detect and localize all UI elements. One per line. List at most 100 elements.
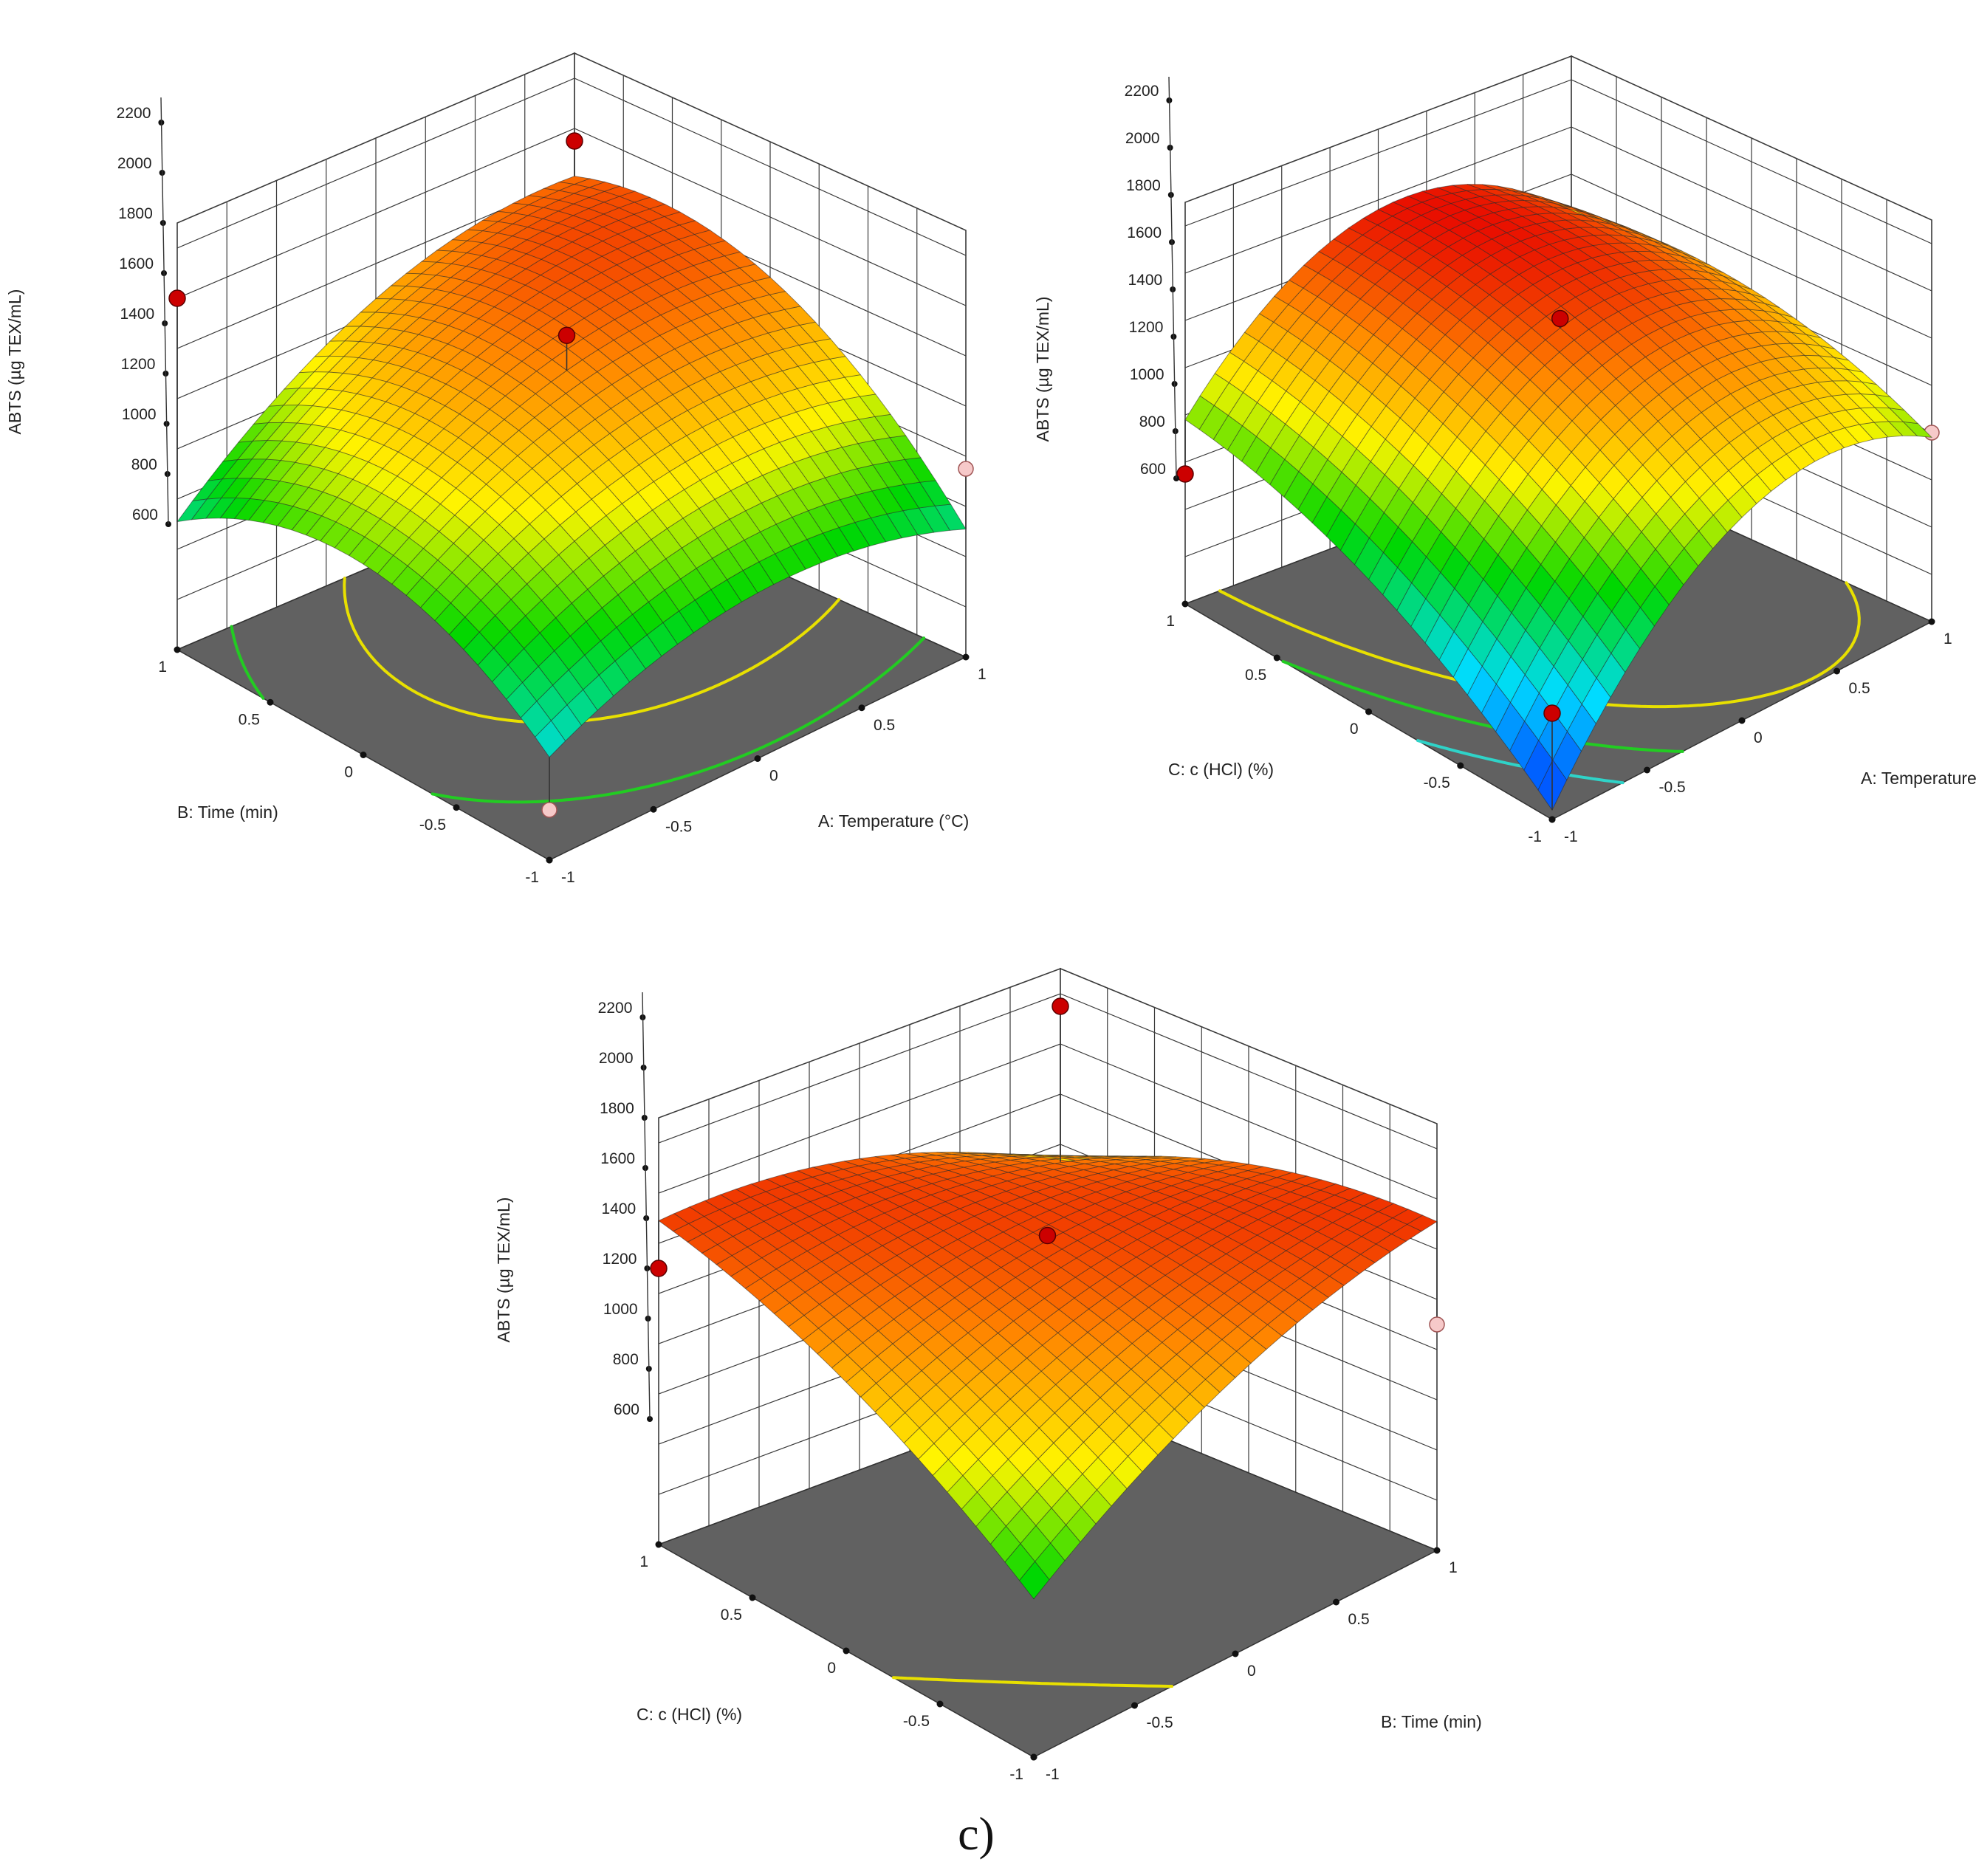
z-tick-label: 1000 (1130, 366, 1164, 383)
x-tick (1333, 1598, 1339, 1606)
y-axis-title: C: c (HCl) (%) (637, 1705, 742, 1724)
z-tick-label: 600 (1140, 461, 1166, 478)
design-point (541, 802, 558, 818)
x-tick-label: -0.5 (1659, 779, 1686, 796)
design-point (1052, 997, 1069, 1015)
wall-gridline (1184, 79, 1932, 244)
axes: 600 800 1000 1200 1400 1600 1800 2000 2200 -1 -0.5… (5, 97, 987, 886)
surface-plot-temperature-time: 600 800 1000 1200 1400 1600 1800 2000 2200 -1 -0.5… (5, 52, 987, 886)
design-point (1176, 465, 1194, 483)
wall-gridline (176, 78, 967, 256)
x-tick-label: 0 (1247, 1663, 1256, 1680)
design-point (1551, 309, 1569, 328)
z-tick-label: 1000 (603, 1301, 638, 1318)
y-tick (453, 804, 460, 811)
design-points-above (1176, 309, 1569, 811)
design-points-above (168, 132, 583, 522)
y-tick-label: -1 (1009, 1766, 1023, 1783)
z-tick-label: 800 (613, 1351, 639, 1368)
design-point (168, 289, 186, 307)
z-tick-label: 1800 (118, 205, 153, 222)
y-tick (749, 1594, 756, 1601)
wall-gridline (176, 128, 967, 306)
z-tick-label: 800 (1139, 413, 1165, 430)
x-tick-label: 1 (978, 666, 987, 683)
y-axis-title: B: Time (min) (177, 803, 278, 822)
design-points-below (541, 461, 974, 818)
response-surface (658, 1151, 1438, 1600)
y-tick-label: 1 (1166, 613, 1175, 630)
z-tick-label: 1400 (601, 1200, 636, 1217)
design-point (558, 326, 576, 344)
y-tick (1181, 600, 1189, 608)
z-tick-label: 1600 (1127, 224, 1162, 241)
z-axis-line (1168, 76, 1177, 479)
z-tick-label: 1000 (122, 406, 157, 423)
x-tick (1928, 618, 1935, 625)
z-tick-label: 2200 (598, 1000, 633, 1017)
z-axis-line (160, 97, 169, 525)
z-tick-label: 1200 (603, 1251, 637, 1268)
z-tick-label: 1600 (119, 255, 154, 272)
z-tick-label: 1200 (121, 356, 156, 373)
design-point (566, 132, 583, 150)
z-tick-label: 1200 (1129, 319, 1164, 336)
y-tick (174, 646, 181, 653)
x-tick-label: 1 (1944, 631, 1952, 647)
y-tick-label: 0 (1350, 721, 1359, 738)
x-tick (1232, 1650, 1239, 1657)
y-tick-label: 0 (827, 1660, 836, 1677)
y-tick (1030, 1753, 1037, 1761)
y-tick-label: 1 (158, 659, 167, 676)
y-tick-label: 0.5 (1245, 667, 1266, 684)
x-axis-title: A: Temperature (°C) (818, 811, 969, 831)
x-tick (1644, 766, 1650, 774)
y-tick-label: -0.5 (419, 817, 446, 834)
z-tick-label: 2000 (117, 155, 152, 172)
y-tick-label: 0 (344, 764, 353, 781)
x-tick-label: 0.5 (874, 717, 895, 734)
z-tick-label: 2200 (117, 105, 151, 122)
y-tick (1365, 708, 1372, 715)
z-tick-label: 1600 (600, 1150, 635, 1167)
surface-cell (176, 498, 208, 523)
z-tick-label: 800 (131, 456, 157, 473)
y-tick (1273, 654, 1280, 662)
z-axis-title: ABTS (µg TEX/mL) (1033, 297, 1052, 442)
z-tick-label: 600 (614, 1401, 639, 1418)
axes: 600 800 1000 1200 1400 1600 1800 2000 2200 -1 -0.5… (494, 992, 1482, 1783)
x-axis-title: A: Temperature (°C) (1861, 769, 1976, 788)
x-tick (962, 653, 970, 661)
z-tick-label: 1400 (120, 306, 154, 323)
x-tick (650, 805, 657, 813)
surface-cell (1184, 395, 1215, 430)
z-tick-label: 1400 (1128, 272, 1162, 289)
x-tick-label: -1 (561, 869, 575, 886)
x-tick (1738, 717, 1746, 724)
z-tick-label: 2000 (1125, 130, 1160, 147)
y-tick (843, 1647, 850, 1655)
y-tick (360, 752, 367, 758)
design-point (1429, 1316, 1445, 1333)
y-tick (546, 856, 553, 864)
wall-gridline (658, 993, 1438, 1150)
x-tick-label: 0 (769, 768, 778, 785)
axes: 600 800 1000 1200 1400 1600 1800 2000 2200 -1 -0.5… (1033, 76, 1976, 845)
y-tick (655, 1541, 662, 1548)
x-tick-label: 0.5 (1348, 1611, 1370, 1628)
z-axis-title: ABTS (µg TEX/mL) (5, 289, 24, 435)
z-tick-label: 2200 (1125, 83, 1159, 100)
panel-caption: c) (958, 1807, 995, 1860)
x-tick-label: 1 (1449, 1559, 1458, 1576)
x-axis-title: B: Time (min) (1381, 1712, 1482, 1731)
y-tick (936, 1700, 944, 1708)
y-axis-title: C: c (HCl) (%) (1168, 760, 1274, 779)
x-tick (858, 704, 865, 712)
design-point (650, 1260, 668, 1277)
y-tick-label: -1 (1528, 828, 1542, 845)
design-point (958, 461, 974, 477)
y-tick (267, 698, 274, 706)
z-axis-title: ABTS (µg TEX/mL) (494, 1198, 513, 1343)
surface-cell (658, 1213, 690, 1232)
wall-gridline (1184, 126, 1932, 292)
